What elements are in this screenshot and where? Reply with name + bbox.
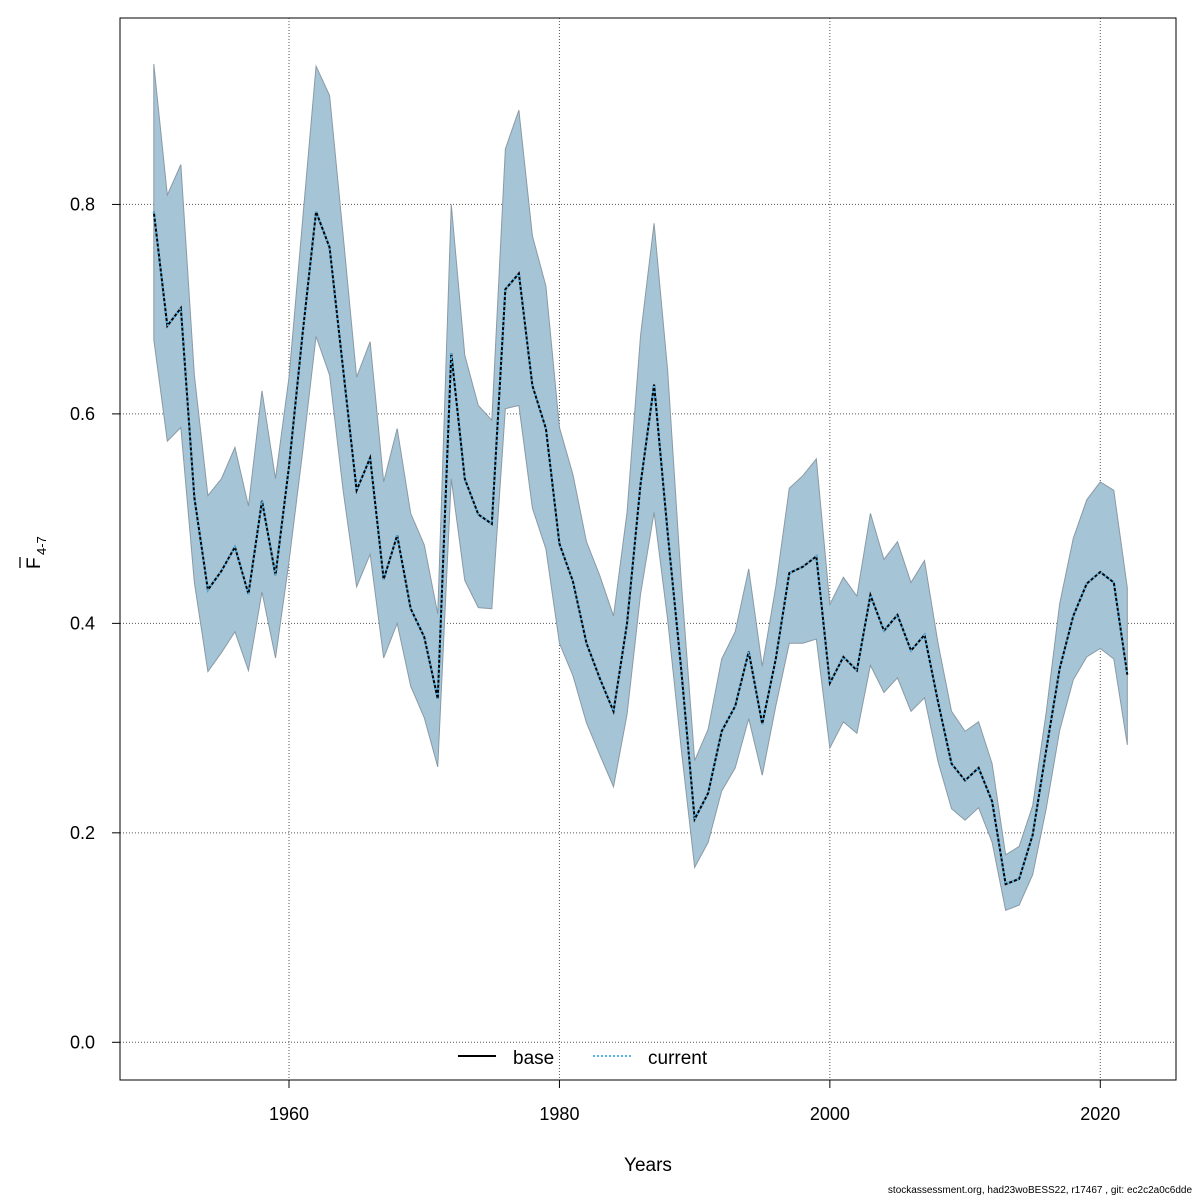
x-tick-label: 2020 <box>1080 1104 1120 1124</box>
y-tick-label: 0.0 <box>70 1032 95 1052</box>
legend-base-label: base <box>513 1048 554 1069</box>
legend: base current <box>458 1048 708 1069</box>
footer-credit: stockassessment.org, had23woBESS22, r174… <box>887 1185 1192 1196</box>
x-axis-label: Years <box>624 1155 672 1176</box>
y-tick-label: 0.6 <box>70 404 95 424</box>
y-tick-label: 0.8 <box>70 194 95 214</box>
y-axis-label: F 4-7 <box>19 536 49 569</box>
y-axis: 0.0 0.2 0.4 0.6 0.8 <box>70 194 120 1052</box>
x-axis: 1960 1980 2000 2020 <box>269 1080 1120 1124</box>
y-axis-label-main: F <box>24 557 45 569</box>
series-current-line <box>152 211 1129 886</box>
y-tick-label: 0.4 <box>70 613 95 633</box>
legend-current-label: current <box>648 1048 708 1069</box>
x-tick-label: 2000 <box>810 1104 850 1124</box>
x-tick-label: 1980 <box>539 1104 579 1124</box>
y-axis-label-subscript: 4-7 <box>34 536 49 555</box>
y-tick-label: 0.2 <box>70 823 95 843</box>
x-tick-label: 1960 <box>269 1104 309 1124</box>
plot-frame <box>119 17 1177 1081</box>
